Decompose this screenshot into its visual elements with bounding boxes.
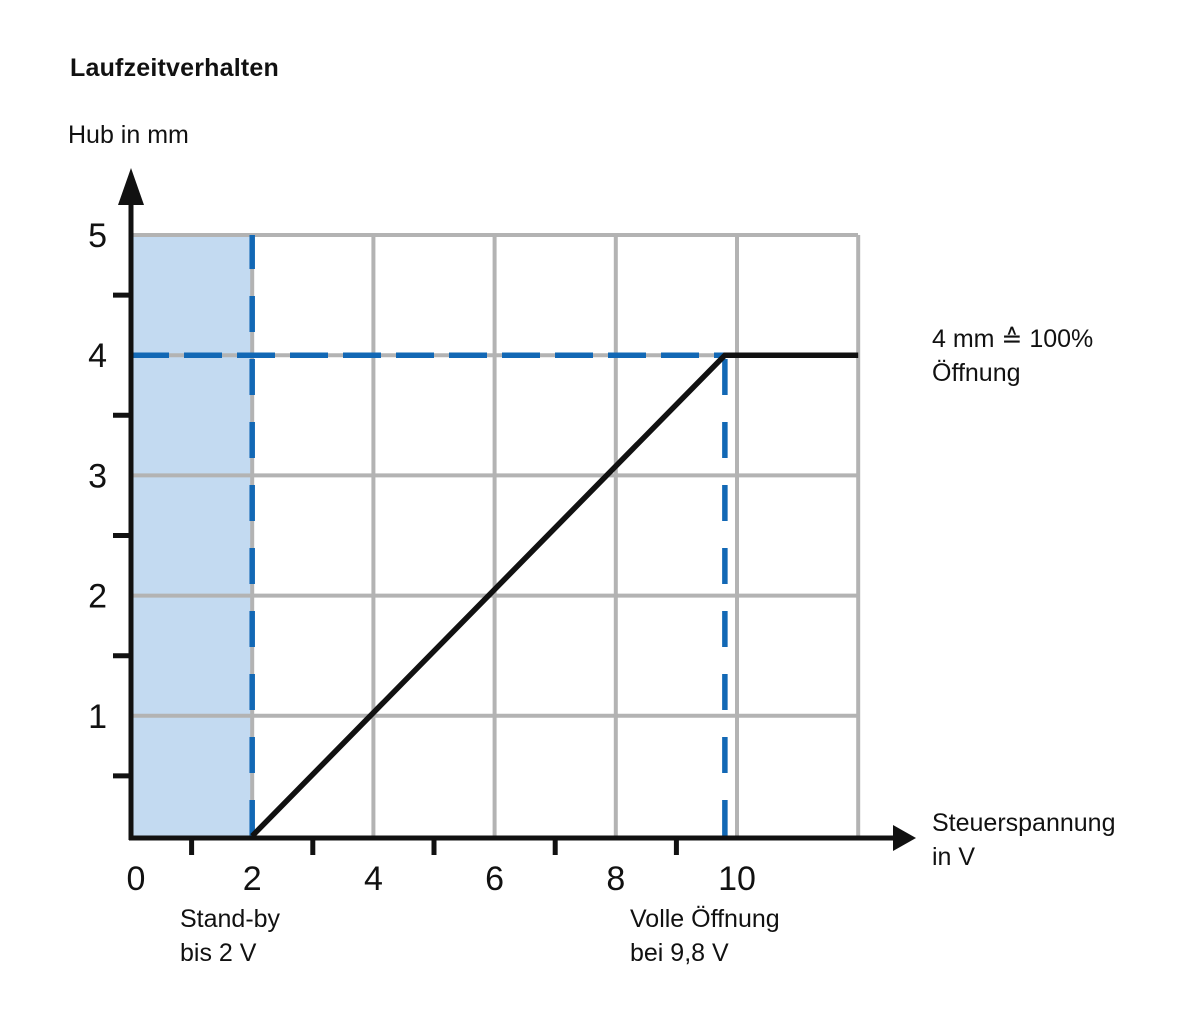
standby-shaded-region-group [131, 235, 253, 836]
y-tick-label: 4 [88, 337, 107, 375]
x-tick-label: 6 [485, 860, 504, 898]
x-tick-label: 2 [243, 860, 262, 898]
chart-title: Laufzeitverhalten [70, 54, 280, 82]
gridlines-group [131, 233, 861, 836]
y-axis-title: Hub in mm [68, 121, 189, 149]
standby-shaded-region [131, 235, 253, 836]
standby-annotation-line2: bis 2 V [180, 939, 257, 967]
x-tick-label: 0 [127, 860, 146, 898]
y-axis-arrowhead [118, 168, 144, 205]
full-opening-annotation-line1: 4 mm ≙ 100% [932, 325, 1094, 353]
standby-annotation-line1: Stand-by [180, 905, 281, 933]
y-tick-label: 3 [88, 457, 107, 495]
full-opening-annotation: 4 mm ≙ 100% Öffnung [932, 322, 1093, 390]
full-open-annotation-line1: Volle Öffnung [630, 905, 780, 933]
x-axis-title-line1: Steuerspannung [932, 809, 1116, 837]
y-tick-label: 2 [88, 578, 107, 616]
full-open-annotation: Volle Öffnung bei 9,8 V [630, 902, 780, 970]
stroke-curve [250, 352, 859, 838]
y-tick-label: 5 [88, 217, 107, 255]
full-opening-annotation-line2: Öffnung [932, 359, 1021, 387]
y-tick-label: 1 [88, 698, 107, 736]
stroke-curve-group [250, 352, 859, 838]
standby-annotation: Stand-by bis 2 V [180, 902, 280, 970]
dashed-guide-lines-group [131, 235, 728, 836]
x-axis-arrowhead [893, 825, 916, 851]
tick-marks-group [113, 292, 679, 855]
x-axis-title-line2: in V [932, 843, 976, 871]
x-tick-label: 4 [364, 860, 383, 898]
x-axis-title: Steuerspannung in V [932, 806, 1115, 874]
full-open-annotation-line2: bei 9,8 V [630, 939, 729, 967]
x-tick-label: 8 [606, 860, 625, 898]
axes-group [118, 168, 916, 851]
x-tick-label: 10 [718, 860, 756, 898]
